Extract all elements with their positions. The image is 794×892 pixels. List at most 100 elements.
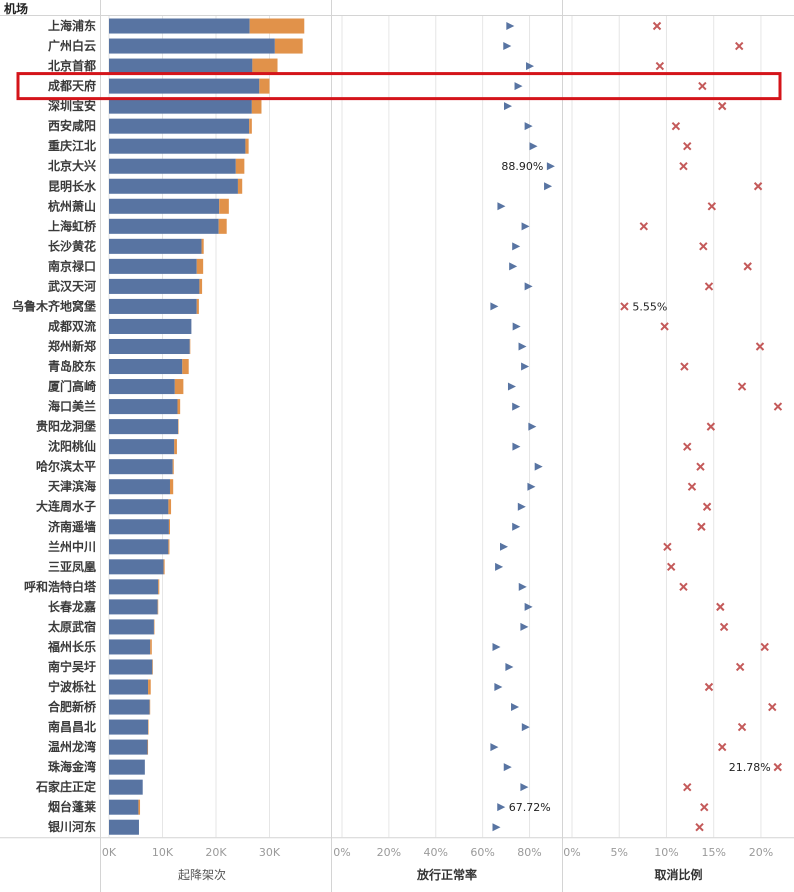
row-label: 厦门高崎 xyxy=(48,379,96,394)
on-time-rate-marker xyxy=(495,562,504,571)
bar-abnormal xyxy=(148,679,151,695)
on-time-rate-marker xyxy=(546,162,555,171)
bar-normal xyxy=(109,258,197,274)
row-label: 三亚凤凰 xyxy=(48,560,96,574)
on-time-rate-marker xyxy=(520,783,529,792)
bar-normal xyxy=(109,399,178,415)
on-time-rate-marker xyxy=(503,102,512,111)
cancel-rate-marker xyxy=(707,202,717,211)
bar-normal xyxy=(109,579,159,595)
bar-normal xyxy=(109,699,150,715)
on-time-rate-marker xyxy=(524,282,533,291)
on-time-rate-marker xyxy=(524,122,533,131)
bar-normal xyxy=(109,519,169,535)
row-label: 银川河东 xyxy=(48,819,96,834)
bar-normal xyxy=(109,459,173,475)
on-time-rate-marker xyxy=(520,622,529,631)
row-label: 北京大兴 xyxy=(48,158,96,173)
on-time-rate-marker xyxy=(517,502,526,511)
bar-normal xyxy=(109,439,175,455)
bar-normal xyxy=(109,298,197,314)
on-time-rate-marker xyxy=(518,582,527,591)
bar-abnormal xyxy=(249,118,252,134)
bar-abnormal xyxy=(219,198,229,214)
cancel-rate-marker xyxy=(716,602,725,612)
bar-abnormal xyxy=(196,258,204,274)
bar-normal xyxy=(109,359,183,375)
bar-normal xyxy=(109,118,250,134)
bar-abnormal xyxy=(174,379,184,395)
x-tick-label: 15% xyxy=(701,846,725,859)
bar-abnormal xyxy=(235,158,245,174)
x-tick-label: 0K xyxy=(102,846,117,859)
cancel-rate-marker xyxy=(753,182,763,191)
bar-abnormal xyxy=(169,479,174,495)
bar-abnormal xyxy=(178,419,179,435)
cancel-rate-marker xyxy=(706,422,716,431)
cancel-rate-marker xyxy=(620,302,629,311)
bar-abnormal xyxy=(168,499,172,515)
bar-normal xyxy=(109,599,158,615)
bar-abnormal xyxy=(251,98,262,114)
bar-normal xyxy=(109,539,169,555)
bar-abnormal xyxy=(259,78,270,94)
cancel-rate-marker xyxy=(687,482,697,491)
cancel-rate-marker xyxy=(666,562,676,572)
bar-abnormal xyxy=(174,439,177,455)
cancel-rate-marker xyxy=(755,342,765,351)
bar-normal xyxy=(109,619,154,635)
bar-normal xyxy=(109,379,175,395)
row-label: 长春龙嘉 xyxy=(48,599,96,614)
cancel-rate-marker xyxy=(737,722,747,732)
on-time-rate-marker xyxy=(506,22,515,31)
bar-normal xyxy=(109,739,148,755)
x-tick-label: 5% xyxy=(611,846,628,859)
row-label: 成都双流 xyxy=(48,318,96,333)
row-label: 南宁吴圩 xyxy=(48,659,96,674)
cancel-rate-marker xyxy=(735,662,745,672)
on-time-rate-marker xyxy=(505,662,514,671)
on-time-rate-marker xyxy=(490,302,499,311)
on-time-rate-marker xyxy=(512,402,521,411)
x-tick-label: 0% xyxy=(333,846,350,859)
bar-normal xyxy=(109,779,143,795)
cancel-rate-marker xyxy=(717,101,727,111)
bar-abnormal xyxy=(163,559,165,575)
cancel-rate-marker xyxy=(760,642,769,652)
on-time-rate-marker xyxy=(490,743,499,752)
bar-normal xyxy=(109,719,149,735)
cancel-rate-marker xyxy=(679,162,688,171)
bar-abnormal xyxy=(196,298,199,314)
cancel-rate-marker xyxy=(683,442,692,451)
row-label: 哈尔滨太平 xyxy=(36,459,96,474)
row-label: 南昌昌北 xyxy=(48,719,96,734)
cancel-rate-marker xyxy=(663,542,672,552)
x-tick-label: 30K xyxy=(259,846,281,859)
on-time-rate-marker xyxy=(503,42,512,51)
cancel-rate-marker xyxy=(655,61,665,71)
on-time-rate-marker xyxy=(507,382,516,391)
on-time-rate-marker xyxy=(503,763,512,772)
on-time-rate-marker xyxy=(512,322,521,331)
cancel-rate-marker xyxy=(695,823,704,832)
on-time-rate-marker xyxy=(509,262,518,271)
on-time-rate-marker xyxy=(494,683,503,692)
row-label: 烟台蓬莱 xyxy=(48,799,96,814)
highlight-box xyxy=(16,72,782,101)
on-time-rate-marker xyxy=(512,242,521,251)
panel-title-cancel-rate: 取消比例 xyxy=(654,867,702,882)
cancel-rate-marker xyxy=(696,462,705,471)
cancel-rate-marker xyxy=(660,322,669,331)
x-tick-label: 0% xyxy=(563,846,580,859)
row-label: 广州白云 xyxy=(48,38,96,53)
on-time-rate-marker xyxy=(497,803,506,812)
row-label: 上海虹桥 xyxy=(48,218,97,233)
cancel-rate-marker xyxy=(743,262,752,271)
on-time-rate-marker xyxy=(512,442,521,451)
on-time-rate-marker xyxy=(492,823,501,832)
bar-abnormal xyxy=(218,218,227,234)
bar-normal xyxy=(109,499,169,515)
cancel-rate-marker xyxy=(699,242,708,251)
on-time-rate-label: 67.72% xyxy=(509,801,551,814)
row-label: 长沙黄花 xyxy=(48,238,96,253)
